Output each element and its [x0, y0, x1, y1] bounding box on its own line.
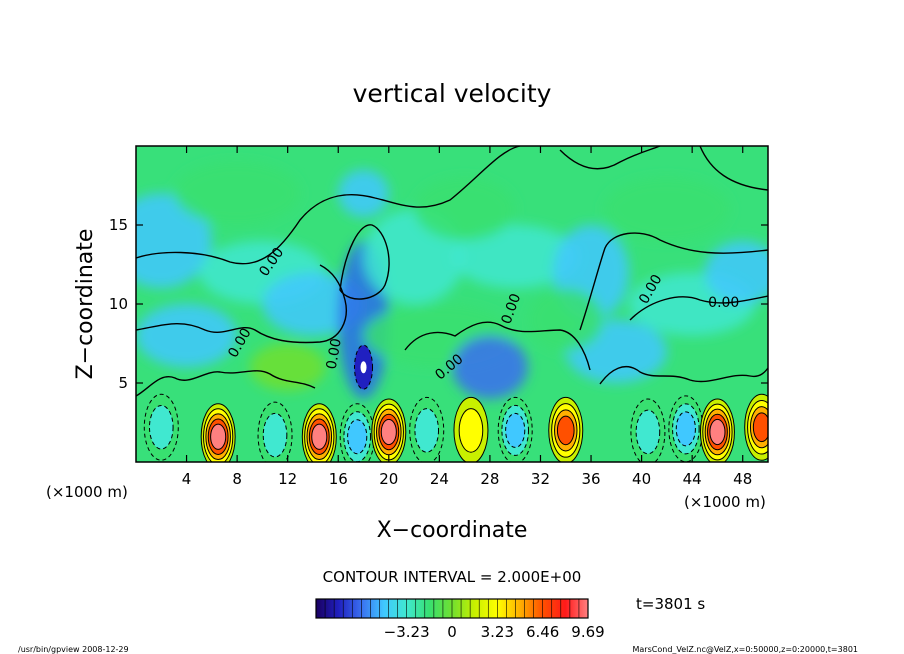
colorbar-tick-label: 9.69	[571, 623, 604, 641]
contour-line	[599, 366, 768, 385]
x-tick-label: 8	[232, 470, 242, 488]
x-tick-label: 4	[182, 470, 192, 488]
contour-line	[136, 146, 521, 265]
contour-line	[136, 264, 347, 344]
updraft-cell	[556, 415, 575, 446]
downdraft-cell	[505, 412, 526, 448]
colorbar: −3.23 0 3.23 6.46 9.69	[315, 598, 605, 641]
x-tick-label: 16	[329, 470, 348, 488]
colorbar-tick-labels: −3.23 0 3.23 6.46 9.69	[384, 623, 605, 641]
velocity-field	[136, 161, 768, 462]
y-axis-label: Z−coordinate	[73, 229, 98, 380]
colorbar-dividers	[324, 599, 580, 618]
x-tick-label: 48	[733, 470, 752, 488]
x-unit-right: (×1000 m)	[684, 493, 766, 511]
x-axis-label: X−coordinate	[377, 518, 528, 543]
x-tick-label: 36	[581, 470, 600, 488]
colorbar-tick-label: 0	[447, 623, 457, 641]
chart-title: vertical velocity	[353, 79, 552, 108]
contour-line	[559, 146, 661, 170]
contour-line	[404, 321, 591, 371]
updraft-cell	[210, 423, 227, 450]
x-tick-label: 12	[278, 470, 297, 488]
contour-line	[629, 295, 768, 321]
colorbar-tick-label: −3.23	[384, 623, 430, 641]
x-tick-label: 28	[480, 470, 499, 488]
updraft-cell	[458, 408, 484, 453]
y-axis: 5 10 15	[109, 216, 768, 392]
contour-line	[579, 232, 768, 331]
x-tick-label: 40	[632, 470, 651, 488]
updraft-cell	[380, 418, 397, 446]
x-tick-label: 24	[430, 470, 449, 488]
x-axis: 4 8 12 16 20 24 28 32 36 40 44 48	[182, 146, 752, 488]
downdraft-cell	[675, 411, 696, 447]
updraft-cell	[311, 423, 328, 450]
downdraft-cell	[635, 409, 661, 455]
y-tick-label: 10	[109, 295, 128, 313]
contour-label: 0.00	[324, 337, 345, 370]
plot-area: 0.000.000.000.00 0.000.000.00	[136, 146, 768, 462]
downdraft-cell	[262, 412, 288, 458]
downdraft-cell	[347, 419, 368, 455]
contour-line	[136, 370, 316, 397]
downdraft-cell	[148, 404, 174, 450]
footer-left: /usr/bin/gpview 2008-12-29	[18, 645, 129, 654]
contour-line	[699, 146, 768, 191]
zero-contours	[136, 146, 768, 397]
downdraft-cell	[414, 408, 440, 453]
contour-interval-text: CONTOUR INTERVAL = 2.000E+00	[323, 568, 582, 586]
contour-line	[339, 224, 390, 300]
updraft-cell	[752, 412, 768, 443]
y-tick-label: 5	[118, 374, 128, 392]
footer-right: MarsCond_VelZ.nc@VelZ,x=0:50000,z=0:2000…	[633, 645, 859, 654]
colorbar-tick-label: 6.46	[526, 623, 559, 641]
y-tick-label: 15	[109, 216, 128, 234]
downdraft-core	[360, 361, 367, 374]
x-tick-label: 32	[531, 470, 550, 488]
contour-label: 0.00	[708, 295, 739, 311]
updraft-cell	[709, 418, 726, 446]
x-unit-left: (×1000 m)	[46, 483, 128, 501]
time-label: t=3801 s	[636, 595, 705, 613]
x-tick-label: 20	[379, 470, 398, 488]
colorbar-tick-label: 3.23	[481, 623, 514, 641]
x-tick-label: 44	[683, 470, 702, 488]
